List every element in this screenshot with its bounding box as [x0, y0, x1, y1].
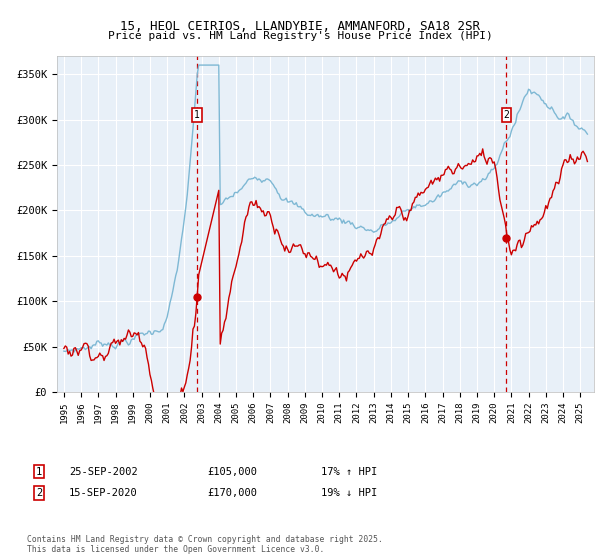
Text: 2: 2 [36, 488, 42, 498]
Text: £170,000: £170,000 [207, 488, 257, 498]
Text: 17% ↑ HPI: 17% ↑ HPI [321, 466, 377, 477]
Text: £105,000: £105,000 [207, 466, 257, 477]
Text: 15-SEP-2020: 15-SEP-2020 [69, 488, 138, 498]
Text: 1: 1 [194, 110, 200, 120]
Text: 25-SEP-2002: 25-SEP-2002 [69, 466, 138, 477]
Text: 15, HEOL CEIRIOS, LLANDYBIE, AMMANFORD, SA18 2SR: 15, HEOL CEIRIOS, LLANDYBIE, AMMANFORD, … [120, 20, 480, 32]
Text: 2: 2 [503, 110, 509, 120]
Text: Contains HM Land Registry data © Crown copyright and database right 2025.
This d: Contains HM Land Registry data © Crown c… [27, 535, 383, 554]
Text: Price paid vs. HM Land Registry's House Price Index (HPI): Price paid vs. HM Land Registry's House … [107, 31, 493, 41]
Text: 19% ↓ HPI: 19% ↓ HPI [321, 488, 377, 498]
Text: 1: 1 [36, 466, 42, 477]
